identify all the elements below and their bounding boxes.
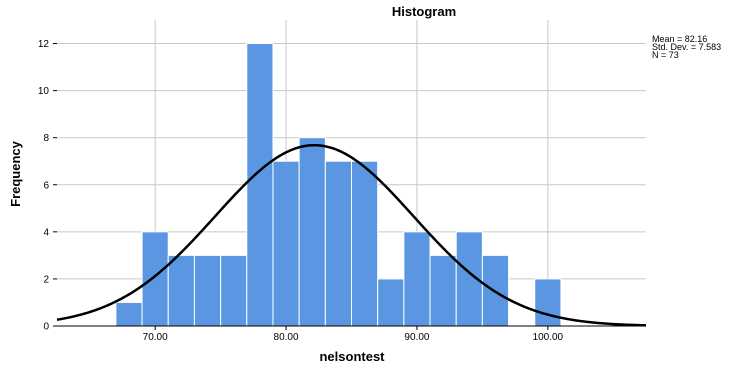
histogram-bar	[298, 137, 326, 327]
y-axis-title: Frequency	[8, 140, 23, 207]
histogram-bar	[429, 254, 457, 327]
normal-curve	[56, 143, 647, 327]
histogram-bar	[351, 160, 379, 327]
y-tick-label: 4	[43, 227, 49, 238]
histogram-bar	[246, 43, 274, 327]
histogram-bar	[167, 254, 195, 327]
y-tick-label: 2	[43, 274, 49, 285]
histogram-bar	[272, 160, 300, 327]
x-tick-label: 100.00	[533, 332, 564, 343]
x-tick-label: 90.00	[404, 332, 429, 343]
chart-title: Histogram	[392, 4, 456, 19]
y-tick-label: 8	[43, 133, 49, 144]
y-axis-ticks: 0 2 4 6 8 10 12	[38, 39, 57, 333]
y-tick-label: 12	[38, 39, 50, 50]
histogram-bar	[534, 278, 562, 327]
histogram-bar	[324, 160, 353, 327]
histogram-bar	[403, 231, 431, 327]
histogram-bar	[220, 254, 248, 327]
stat-n: N = 73	[652, 50, 679, 60]
stat-std-dev: Std. Dev. = 7.583	[652, 42, 721, 52]
histogram-bar	[193, 254, 222, 327]
x-tick-label: 70.00	[143, 332, 168, 343]
y-tick-label: 10	[38, 86, 50, 97]
x-axis-title: nelsontest	[319, 349, 385, 364]
x-axis-ticks: 70.00 80.00 90.00 100.00	[143, 326, 564, 343]
stat-mean: Mean = 82.16	[652, 34, 707, 44]
histogram-bar	[115, 301, 143, 327]
y-tick-label: 0	[43, 322, 49, 333]
x-tick-label: 80.00	[274, 332, 299, 343]
histogram-bar	[141, 231, 169, 327]
histogram-bars	[115, 43, 562, 327]
summary-statistics: Mean = 82.16 Std. Dev. = 7.583 N = 73	[652, 34, 721, 60]
y-tick-label: 6	[43, 180, 49, 191]
histogram-bar	[377, 278, 405, 327]
